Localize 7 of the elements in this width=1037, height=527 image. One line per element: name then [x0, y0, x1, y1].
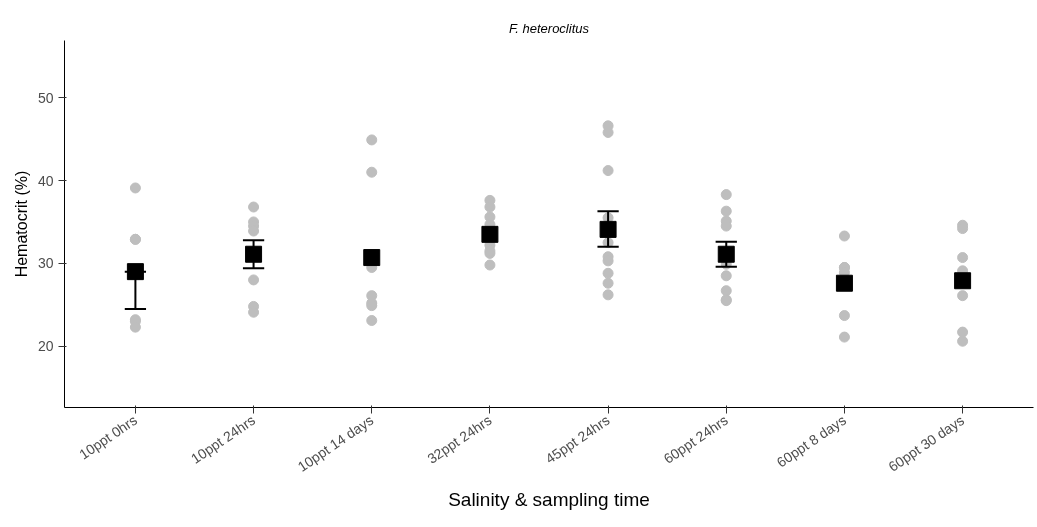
x-axis-title: Salinity & sampling time: [448, 489, 650, 511]
y-tick-label: 20: [37, 338, 54, 355]
y-axis-title: Hematocrit (%): [12, 170, 30, 278]
y-tick-label: 40: [37, 172, 54, 189]
chart-title: F. heteroclitus: [509, 20, 590, 36]
y-tick-label: 50: [37, 89, 54, 106]
y-tick-label: 30: [37, 255, 54, 272]
